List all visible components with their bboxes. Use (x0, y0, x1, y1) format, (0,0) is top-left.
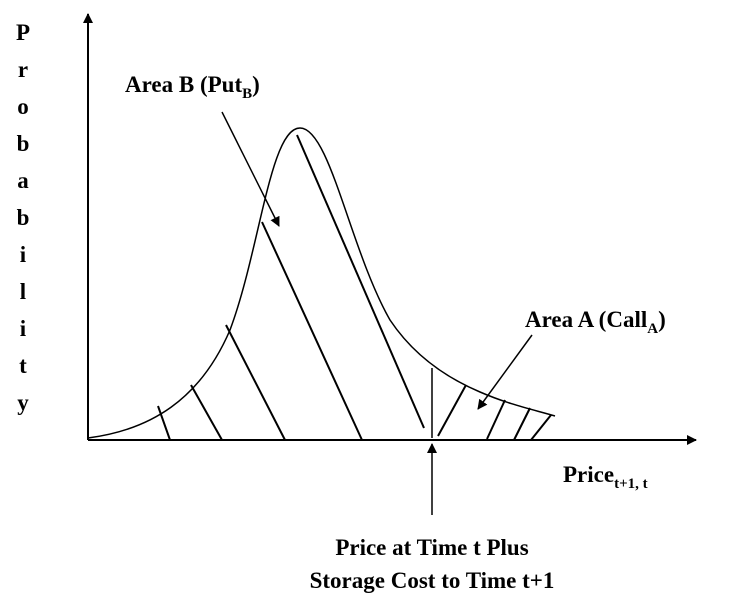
y-axis-letter: l (20, 279, 26, 304)
label-subscript: B (242, 86, 252, 102)
y-axis-letter: o (17, 94, 29, 119)
label-text: Area A (Call (525, 307, 647, 332)
label-text: Price (563, 462, 614, 487)
marker-label: Price at Time t Plus (335, 535, 528, 560)
label-close: ) (252, 72, 260, 97)
area-b-label: Area B (PutB) (125, 72, 260, 102)
x-axis-label: Pricet+1, t (563, 462, 648, 492)
label-close: ) (658, 307, 666, 332)
label-text: Area B (Put (125, 72, 242, 97)
hatch-area-b (157, 134, 425, 441)
area-a-label: Area A (CallA) (525, 307, 666, 337)
label-subscript: A (647, 321, 658, 337)
y-axis-letter: t (19, 353, 27, 378)
y-axis-letter: a (17, 168, 29, 193)
y-axis-letter: i (20, 242, 27, 267)
distribution-curve (87, 127, 556, 439)
hatch-area-a (437, 384, 552, 441)
marker-label: Storage Cost to Time t+1 (310, 568, 555, 593)
label-subscript: t+1, t (614, 476, 648, 492)
y-axis-letter: y (17, 390, 29, 415)
y-axis-letter: b (17, 131, 30, 156)
area-a-arrow (477, 334, 533, 410)
y-axis-letter: r (18, 57, 28, 82)
y-axis-letter: i (20, 316, 27, 341)
y-axis-letter: P (16, 20, 30, 45)
y-axis-letter: b (17, 205, 30, 230)
area-b-arrow (221, 111, 280, 227)
